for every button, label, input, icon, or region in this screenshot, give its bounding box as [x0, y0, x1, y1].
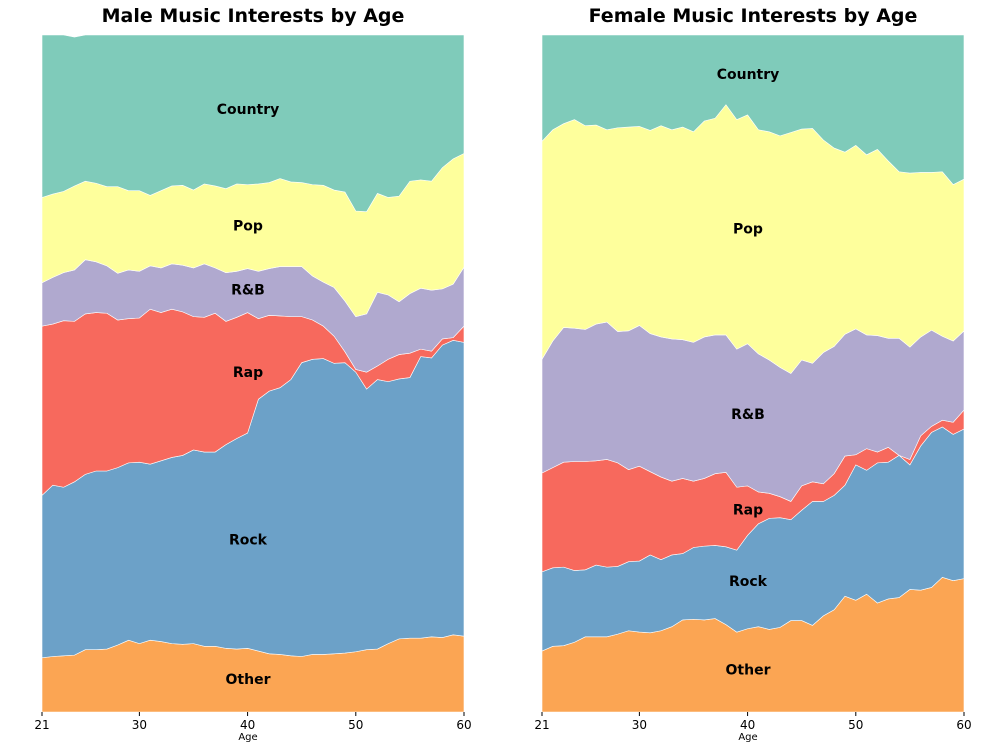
male-label-other: Other	[226, 672, 271, 688]
male-chart-title: Male Music Interests by Age	[102, 5, 405, 27]
male-band-country	[41, 34, 465, 213]
female-label-other: Other	[726, 662, 771, 678]
male-xtick-label-40: 40	[240, 718, 255, 732]
male-x-axis-title: Age	[238, 732, 257, 743]
female-xtick-label-30: 30	[632, 718, 647, 732]
female-xtick-label-40: 40	[740, 718, 755, 732]
female-xtick-label-21: 21	[534, 718, 549, 732]
male-label-country: Country	[217, 102, 280, 118]
male-xtick-label-21: 21	[34, 718, 49, 732]
female-label-country: Country	[717, 67, 780, 83]
female-chart-title: Female Music Interests by Age	[589, 5, 918, 27]
male-label-rock: Rock	[229, 533, 268, 549]
male-xtick-label-50: 50	[348, 718, 363, 732]
female-label-rap: Rap	[733, 503, 763, 519]
female-bands	[541, 34, 965, 713]
male-label-rnb: R&B	[231, 283, 265, 299]
female-xtick-label-50: 50	[848, 718, 863, 732]
female-x-axis-title: Age	[738, 732, 757, 743]
female-chart-panel: Female Music Interests by Age Other Rock Ra…	[534, 5, 971, 743]
male-xtick-label-30: 30	[132, 718, 147, 732]
male-label-pop: Pop	[233, 219, 263, 235]
female-label-rnb: R&B	[731, 407, 765, 423]
male-label-rap: Rap	[233, 365, 263, 381]
male-xtick-label-60: 60	[456, 718, 471, 732]
female-label-pop: Pop	[733, 221, 763, 237]
female-band-country	[541, 34, 965, 185]
male-bands	[41, 34, 465, 713]
female-label-rock: Rock	[729, 574, 768, 590]
female-xtick-label-60: 60	[956, 718, 971, 732]
male-chart-panel: Male Music Interests by Age Other Rock Rap R…	[34, 5, 471, 743]
